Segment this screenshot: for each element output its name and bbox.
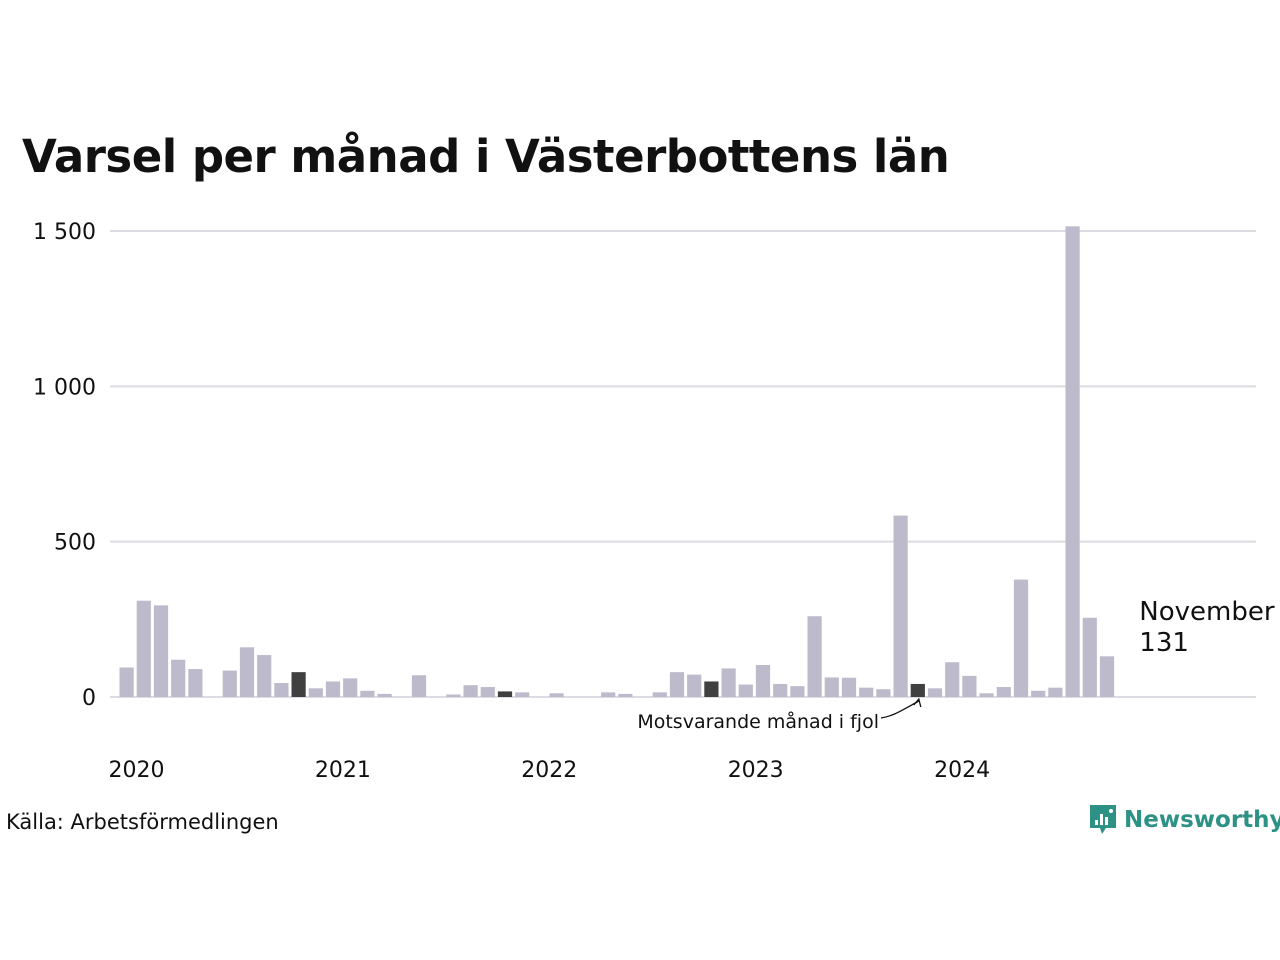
x-tick-label: 2024 bbox=[934, 758, 990, 783]
bar-2022-09 bbox=[669, 672, 685, 697]
bar-2024-02 bbox=[962, 675, 977, 697]
bar-2020-09 bbox=[257, 655, 272, 697]
bar-2024-01 bbox=[945, 662, 960, 697]
bar-2022-06 bbox=[618, 693, 633, 697]
bar-2020-04 bbox=[171, 659, 186, 697]
bar-2020-02 bbox=[136, 600, 151, 697]
bar-chart: 0 500 1 000 1 500 2020 2021 2022 2023 2024 Nove… bbox=[33, 220, 1275, 783]
current-month-value: 131 bbox=[1139, 628, 1189, 658]
y-axis-tick-labels: 0 500 1 000 1 500 bbox=[33, 220, 96, 711]
bar-2020-10 bbox=[274, 683, 289, 697]
bar-2023-11 bbox=[910, 683, 925, 697]
bar-2023-06 bbox=[824, 677, 839, 697]
bar-2021-09 bbox=[463, 685, 478, 697]
bar-2024-06 bbox=[1031, 690, 1046, 697]
newsworthy-logo-icon bbox=[1090, 805, 1116, 834]
x-tick-label: 2022 bbox=[521, 758, 577, 783]
bar-2023-03 bbox=[773, 683, 788, 697]
bar-2020-12 bbox=[308, 688, 323, 697]
bar-2023-09 bbox=[876, 689, 891, 697]
x-tick-label: 2020 bbox=[109, 758, 165, 783]
bar-2021-03 bbox=[360, 690, 375, 697]
bar-2022-11 bbox=[704, 681, 719, 697]
bar-2023-01 bbox=[738, 684, 753, 697]
brand-name: Newsworthy bbox=[1124, 807, 1280, 833]
x-axis-tick-labels: 2020 2021 2022 2023 2024 bbox=[109, 758, 991, 783]
bar-2020-11 bbox=[291, 672, 306, 697]
bar-2024-05 bbox=[1013, 579, 1029, 697]
bar-2021-11 bbox=[497, 691, 513, 697]
bar-2023-05 bbox=[807, 616, 822, 697]
brand-logo[interactable]: Newsworthy bbox=[1088, 803, 1280, 837]
bar-2024-07 bbox=[1048, 687, 1063, 697]
bar-2022-12 bbox=[721, 668, 736, 697]
bar-2024-09 bbox=[1082, 617, 1097, 697]
bar-2020-07 bbox=[222, 670, 237, 697]
bars bbox=[119, 226, 1115, 697]
bar-2021-08 bbox=[446, 694, 461, 697]
y-tick-label: 1 000 bbox=[33, 375, 96, 400]
y-tick-label: 500 bbox=[54, 531, 96, 556]
bar-2020-01 bbox=[119, 667, 134, 697]
bar-2024-04 bbox=[996, 687, 1011, 697]
bar-2024-03 bbox=[979, 693, 994, 697]
previous-year-annotation: Motsvarande månad i fjol bbox=[637, 710, 879, 733]
bar-2024-10 bbox=[1099, 656, 1115, 697]
bar-2020-08 bbox=[239, 647, 255, 697]
bar-2021-01 bbox=[325, 681, 341, 697]
bar-2020-03 bbox=[153, 605, 169, 697]
chart-title: Varsel per månad i Västerbottens län bbox=[22, 130, 950, 183]
bar-2021-06 bbox=[411, 675, 427, 697]
bar-2021-10 bbox=[480, 687, 495, 697]
source-note: Källa: Arbetsförmedlingen bbox=[6, 810, 279, 834]
annotation-arrowhead bbox=[913, 697, 922, 708]
bar-2023-02 bbox=[755, 665, 771, 697]
bar-2023-04 bbox=[790, 686, 805, 697]
bar-2022-05 bbox=[601, 692, 616, 697]
bar-2022-10 bbox=[687, 674, 702, 697]
annotation-arrow bbox=[880, 700, 920, 719]
bar-2023-10 bbox=[893, 515, 908, 697]
bar-2024-08 bbox=[1065, 226, 1080, 697]
x-tick-label: 2021 bbox=[315, 758, 371, 783]
bar-2023-12 bbox=[927, 688, 943, 697]
bar-2022-08 bbox=[652, 692, 667, 697]
bar-2021-12 bbox=[515, 692, 530, 697]
bar-2021-04 bbox=[377, 693, 392, 697]
y-tick-label: 0 bbox=[82, 686, 96, 711]
x-tick-label: 2023 bbox=[728, 758, 784, 783]
bar-2021-02 bbox=[343, 678, 358, 697]
bar-2020-05 bbox=[188, 669, 203, 697]
bar-2022-02 bbox=[549, 693, 564, 697]
y-tick-label: 1 500 bbox=[33, 220, 96, 245]
bar-2023-07 bbox=[841, 677, 857, 697]
bar-2023-08 bbox=[859, 687, 874, 697]
current-month-label: November bbox=[1139, 597, 1275, 627]
